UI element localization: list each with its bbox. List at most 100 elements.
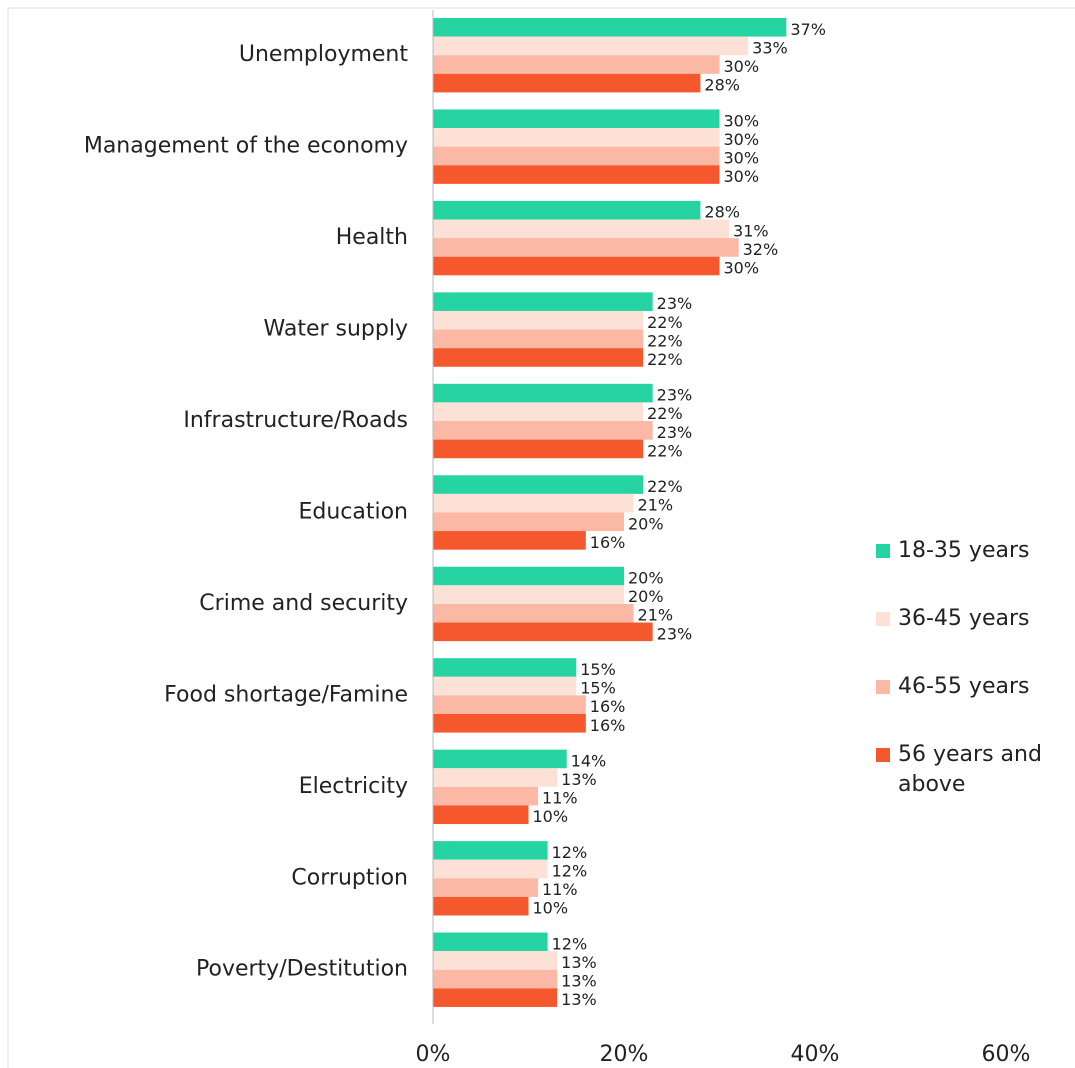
value-label: 20% [628, 514, 664, 533]
bar [433, 512, 624, 532]
bar [433, 859, 548, 879]
bar [433, 200, 701, 220]
value-label: 20% [628, 569, 664, 588]
bar [433, 585, 624, 604]
bar [433, 841, 548, 860]
value-label: 16% [590, 533, 626, 552]
legend-swatch [876, 680, 890, 694]
bar [433, 658, 577, 677]
bar [433, 566, 624, 586]
legend-swatch [876, 612, 890, 626]
bar [433, 219, 730, 239]
bar [433, 622, 653, 642]
x-tick-label: 0% [416, 1042, 451, 1067]
value-label: 23% [657, 294, 693, 313]
value-label: 10% [533, 899, 569, 918]
legend-item: 36-45 years [876, 604, 1051, 634]
x-tick-label: 20% [600, 1042, 649, 1067]
value-label: 33% [752, 38, 788, 57]
value-label: 22% [647, 441, 683, 460]
bar [433, 421, 653, 440]
bar [433, 878, 539, 897]
value-label: 23% [657, 624, 693, 643]
legend-label: 56 years and above [898, 742, 1042, 797]
value-label: 28% [704, 203, 740, 222]
category-label: Food shortage/Famine [164, 682, 408, 707]
bar [433, 805, 529, 825]
bar [433, 695, 586, 714]
legend-item: 56 years and above [876, 740, 1051, 800]
legend-item: 18-35 years [876, 536, 1051, 566]
value-label: 22% [647, 313, 683, 332]
legend-swatch [876, 748, 890, 762]
category-label: Crime and security [199, 591, 408, 616]
category-label: Electricity [299, 774, 408, 799]
bar [433, 310, 644, 330]
value-label: 11% [542, 880, 578, 899]
bar [433, 348, 644, 367]
value-label: 13% [561, 953, 597, 972]
category-label: Water supply [264, 317, 409, 342]
value-label: 12% [552, 861, 588, 880]
value-label: 13% [561, 990, 597, 1009]
value-label: 20% [628, 587, 664, 606]
bar [433, 55, 720, 74]
value-label: 32% [743, 240, 779, 259]
value-label: 22% [647, 350, 683, 369]
bar [433, 749, 567, 769]
legend: 18-35 years 36-45 years 46-55 years 56 year… [876, 536, 1051, 838]
legend-label: 46-55 years [898, 674, 1030, 699]
bar [433, 18, 787, 37]
value-label: 11% [542, 789, 578, 808]
value-label: 22% [647, 404, 683, 423]
value-label: 30% [724, 259, 760, 278]
bar [433, 951, 558, 970]
bar [433, 603, 634, 623]
bar [433, 969, 558, 989]
value-label: 30% [724, 57, 760, 76]
bar [433, 896, 529, 916]
bar [433, 36, 749, 56]
bar [433, 439, 644, 459]
bar [433, 932, 548, 952]
x-tick-label: 60% [982, 1042, 1031, 1067]
value-label: 23% [657, 423, 693, 442]
category-label: Education [298, 499, 408, 524]
value-label: 37% [790, 20, 826, 39]
bar [433, 73, 701, 93]
bar [433, 146, 720, 166]
category-label: Corruption [291, 865, 408, 890]
legend-item: 46-55 years [876, 672, 1051, 702]
value-label: 30% [724, 148, 760, 167]
bar [433, 383, 653, 403]
bar [433, 493, 634, 513]
value-label: 28% [704, 76, 740, 95]
value-label: 13% [561, 972, 597, 991]
bar [433, 786, 539, 806]
bar [433, 988, 558, 1007]
value-label: 30% [724, 130, 760, 149]
bar [433, 329, 644, 349]
value-label: 15% [580, 679, 616, 698]
bar [433, 531, 586, 550]
category-label: Infrastructure/Roads [183, 408, 408, 433]
x-tick-label: 40% [791, 1042, 840, 1067]
category-label: Poverty/Destitution [196, 957, 408, 982]
category-label: Unemployment [239, 42, 408, 67]
value-label: 21% [638, 496, 674, 515]
value-label: 15% [580, 660, 616, 679]
value-label: 12% [552, 934, 588, 953]
bar [433, 292, 653, 311]
category-label: Health [336, 225, 408, 250]
legend-swatch [876, 544, 890, 558]
value-label: 16% [590, 716, 626, 735]
value-label: 22% [647, 477, 683, 496]
value-label: 13% [561, 770, 597, 789]
value-label: 12% [552, 843, 588, 862]
bar [433, 713, 586, 733]
category-label: Management of the economy [84, 134, 408, 159]
value-label: 30% [724, 167, 760, 186]
value-label: 16% [590, 697, 626, 716]
value-label: 31% [733, 221, 769, 240]
